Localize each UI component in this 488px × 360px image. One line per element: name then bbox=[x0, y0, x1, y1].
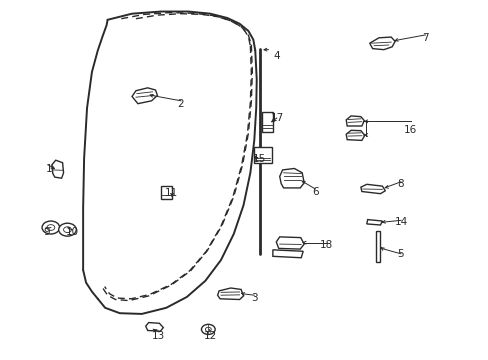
Text: 3: 3 bbox=[250, 293, 257, 303]
Text: 4: 4 bbox=[272, 51, 279, 61]
FancyBboxPatch shape bbox=[262, 112, 272, 132]
Circle shape bbox=[42, 221, 60, 234]
Text: 17: 17 bbox=[270, 113, 284, 123]
Polygon shape bbox=[346, 130, 364, 140]
Circle shape bbox=[63, 227, 71, 233]
FancyBboxPatch shape bbox=[254, 147, 271, 163]
Circle shape bbox=[47, 225, 55, 230]
Polygon shape bbox=[52, 160, 63, 178]
Text: 12: 12 bbox=[203, 330, 217, 341]
Polygon shape bbox=[279, 168, 304, 188]
Text: 2: 2 bbox=[177, 99, 184, 109]
Polygon shape bbox=[132, 88, 157, 104]
Text: 18: 18 bbox=[319, 240, 333, 250]
Text: 14: 14 bbox=[393, 217, 407, 228]
Text: 13: 13 bbox=[152, 330, 165, 341]
Text: 7: 7 bbox=[421, 33, 428, 43]
Polygon shape bbox=[272, 250, 303, 258]
Polygon shape bbox=[145, 323, 163, 331]
Circle shape bbox=[201, 324, 215, 334]
Text: 11: 11 bbox=[164, 188, 178, 198]
Polygon shape bbox=[346, 116, 364, 126]
Text: 15: 15 bbox=[252, 154, 265, 164]
Polygon shape bbox=[276, 237, 304, 249]
Text: 9: 9 bbox=[43, 227, 50, 237]
Text: 5: 5 bbox=[397, 249, 404, 259]
Text: 8: 8 bbox=[397, 179, 404, 189]
Polygon shape bbox=[217, 288, 243, 300]
Polygon shape bbox=[369, 37, 394, 50]
Text: 1: 1 bbox=[45, 164, 52, 174]
Circle shape bbox=[205, 327, 211, 332]
Text: 16: 16 bbox=[403, 125, 417, 135]
FancyBboxPatch shape bbox=[375, 231, 380, 262]
Polygon shape bbox=[360, 184, 385, 194]
Polygon shape bbox=[366, 220, 382, 225]
Text: 10: 10 bbox=[66, 227, 79, 237]
Circle shape bbox=[59, 223, 76, 236]
FancyBboxPatch shape bbox=[161, 186, 172, 199]
Text: 6: 6 bbox=[311, 186, 318, 197]
